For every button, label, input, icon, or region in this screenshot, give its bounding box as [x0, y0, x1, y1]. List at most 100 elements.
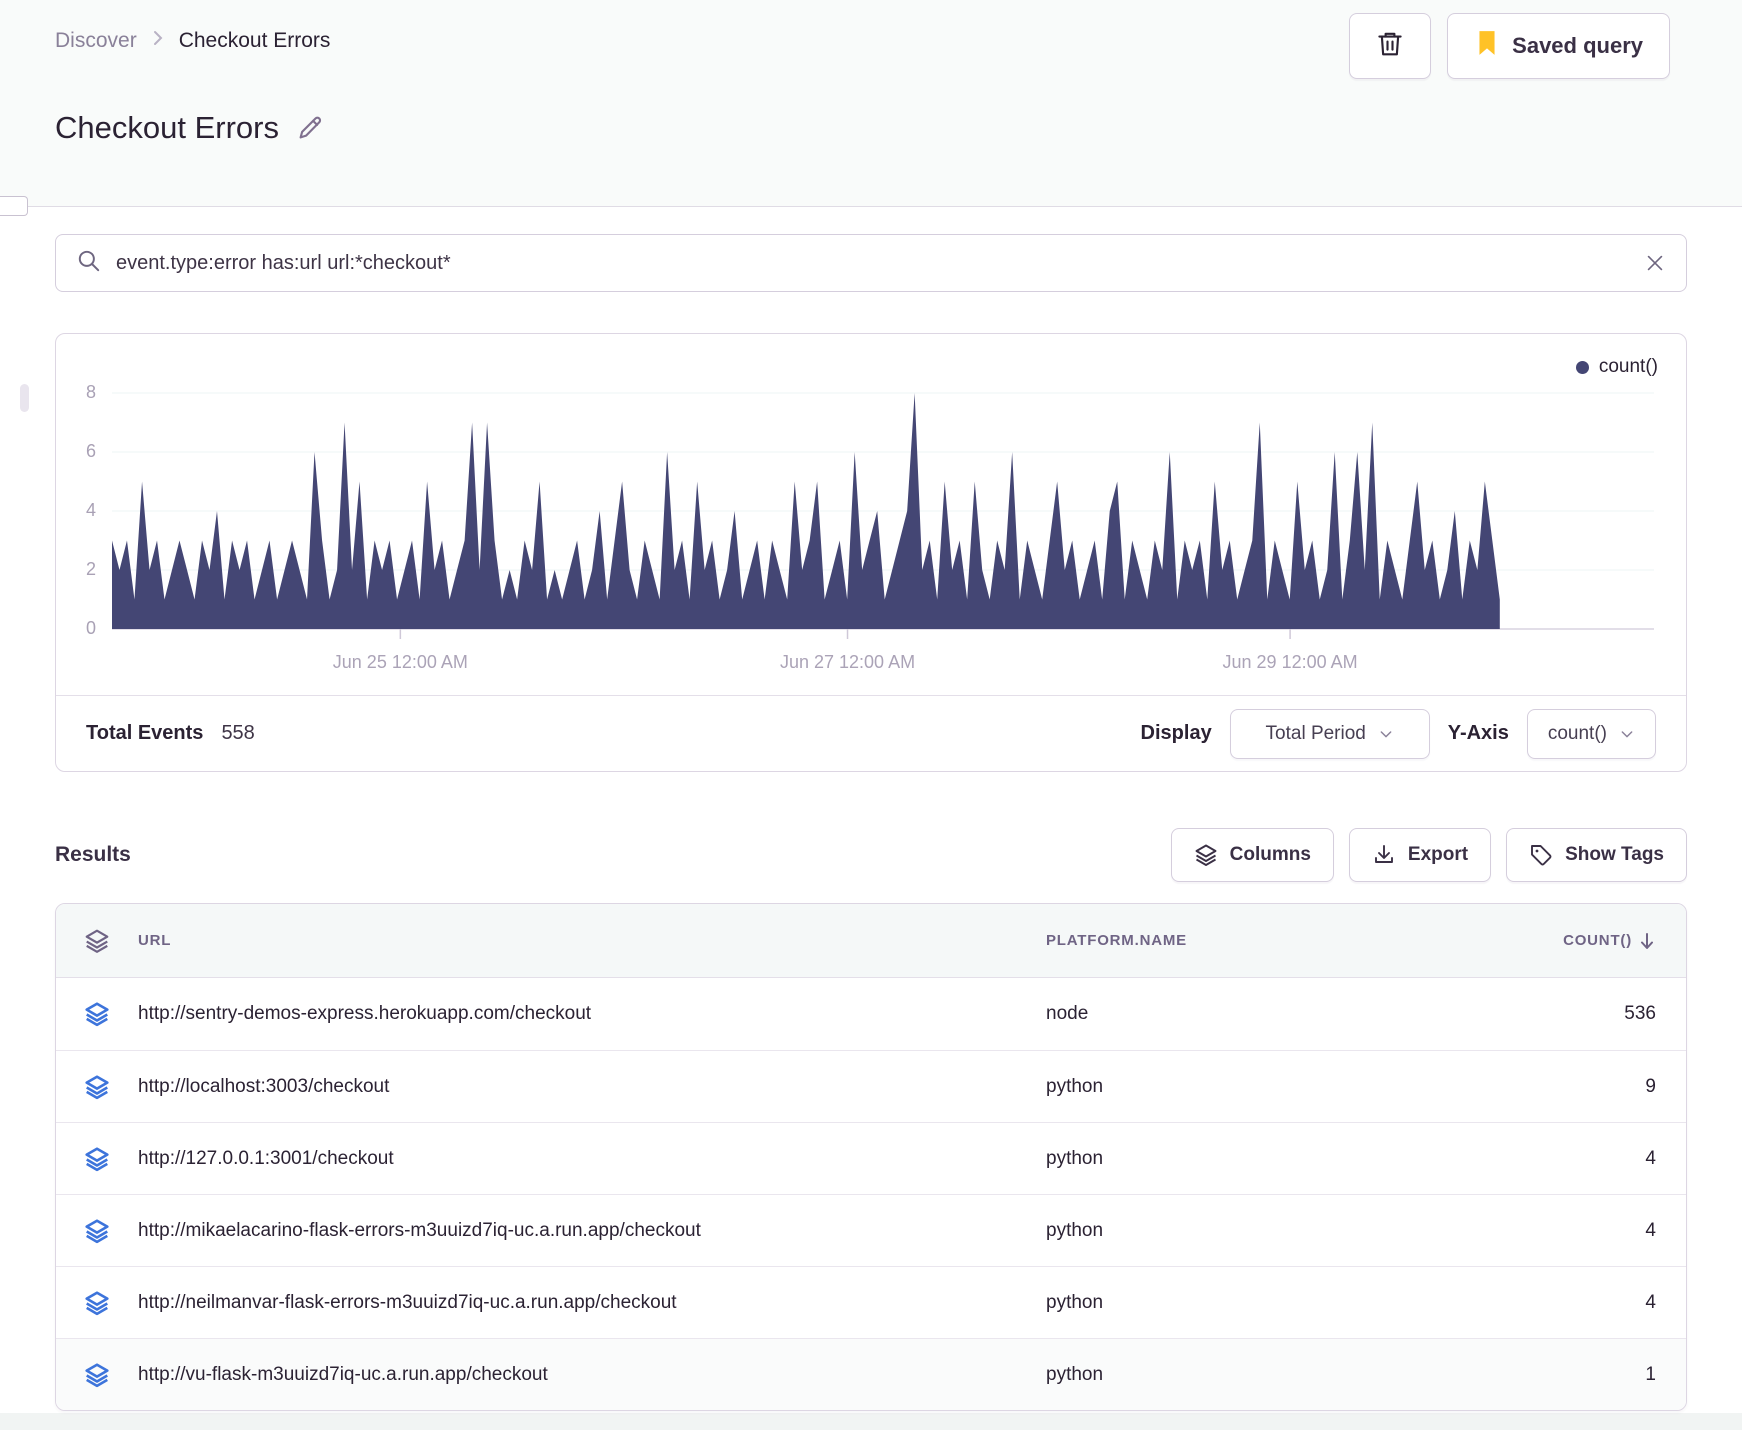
- download-icon: [1374, 845, 1393, 863]
- chart-legend[interactable]: count(): [1575, 356, 1658, 378]
- results-toolbar: Results Columns Export Show Tags: [55, 826, 1687, 884]
- row-count: 4: [1645, 1147, 1656, 1169]
- columns-label: Columns: [1229, 844, 1311, 865]
- sidebar-drag-pill: [20, 384, 29, 412]
- x-axis-tick-label: Jun 27 12:00 AM: [779, 652, 916, 672]
- row-url: http://127.0.0.1:3001/checkout: [138, 1147, 394, 1169]
- header-divider: [0, 206, 1742, 207]
- trash-icon: [1375, 29, 1405, 64]
- events-area-chart[interactable]: [112, 364, 1654, 649]
- total-events: Total Events 558: [86, 722, 255, 745]
- tag-icon: [1531, 845, 1552, 866]
- row-layers-icon[interactable]: [56, 1146, 138, 1172]
- table-header-row: URL PLATFORM.NAME COUNT(): [56, 904, 1686, 978]
- column-header-url[interactable]: URL: [138, 932, 172, 949]
- export-button[interactable]: Export: [1348, 828, 1492, 882]
- chevron-down-icon: [1621, 730, 1633, 737]
- header-layers-icon[interactable]: [56, 928, 138, 954]
- chart-controls: Display Total Period Y-Axis count(): [1140, 708, 1656, 759]
- page-bottom-background: [0, 1413, 1742, 1430]
- count-header-label: COUNT(): [1563, 932, 1632, 949]
- row-platform: python: [1046, 1363, 1104, 1385]
- panel-collapse-handle[interactable]: [0, 196, 28, 216]
- table-row: http://localhost:3003/checkout python 9: [56, 1050, 1686, 1122]
- search-icon: [76, 248, 102, 279]
- export-label: Export: [1407, 844, 1469, 865]
- table-row: http://vu-flask-m3uuizd7iq-uc.a.run.app/…: [56, 1338, 1686, 1410]
- edit-title-pencil-icon[interactable]: [295, 113, 325, 143]
- page-title-row: Checkout Errors: [55, 110, 325, 146]
- layers-icon: [1195, 844, 1217, 866]
- display-select-value: Total Period: [1265, 722, 1366, 744]
- results-actions: Columns Export Show Tags: [1170, 828, 1687, 882]
- results-table: URL PLATFORM.NAME COUNT() http://sentry-…: [55, 903, 1687, 1411]
- yaxis-select-value: count(): [1547, 722, 1607, 744]
- row-platform: node: [1046, 1003, 1089, 1024]
- row-url: http://neilmanvar-flask-errors-m3uuizd7i…: [138, 1291, 677, 1313]
- row-platform: python: [1046, 1147, 1104, 1169]
- search-bar[interactable]: [55, 234, 1687, 292]
- row-platform: python: [1046, 1219, 1104, 1241]
- y-axis-tick-label: 4: [85, 500, 96, 520]
- row-url: http://localhost:3003/checkout: [138, 1075, 390, 1097]
- table-row: http://neilmanvar-flask-errors-m3uuizd7i…: [56, 1266, 1686, 1338]
- saved-query-label: Saved query: [1512, 33, 1643, 58]
- breadcrumb-discover-link[interactable]: Discover: [55, 29, 137, 52]
- total-events-value: 558: [221, 722, 255, 744]
- legend-series-label: count(): [1598, 356, 1658, 377]
- legend-series-dot: [1575, 360, 1589, 374]
- x-axis-tick-label: Jun 29 12:00 AM: [1222, 652, 1358, 672]
- chart-plot-area[interactable]: [112, 364, 1654, 649]
- row-count: 4: [1645, 1291, 1656, 1313]
- row-count: 9: [1645, 1075, 1656, 1097]
- x-axis-tick-label: Jun 25 12:00 AM: [332, 652, 468, 672]
- chart-footer: Total Events 558 Display Total Period Y-…: [56, 695, 1686, 771]
- row-layers-icon[interactable]: [56, 1001, 138, 1027]
- show-tags-label: Show Tags: [1565, 844, 1664, 865]
- column-header-platform[interactable]: PLATFORM.NAME: [1046, 932, 1187, 949]
- row-platform: python: [1046, 1075, 1104, 1097]
- row-count: 1: [1645, 1363, 1656, 1385]
- events-chart-card: count() 0 2 4 6 8 Jun 25 12:00 AM Jun 27 12:0…: [55, 333, 1687, 772]
- row-count: 536: [1624, 1003, 1656, 1024]
- table-row: http://mikaelacarino-flask-errors-m3uuiz…: [56, 1194, 1686, 1266]
- y-axis-tick-label: 8: [85, 382, 96, 402]
- sort-descending-arrow-icon: [1641, 932, 1653, 949]
- table-row: http://sentry-demos-express.herokuapp.co…: [56, 978, 1686, 1050]
- y-axis-tick-label: 6: [85, 441, 96, 461]
- yaxis-label: Y-Axis: [1447, 722, 1509, 744]
- delete-query-button[interactable]: [1349, 13, 1432, 79]
- saved-query-button[interactable]: Saved query: [1447, 13, 1670, 79]
- row-url: http://mikaelacarino-flask-errors-m3uuiz…: [138, 1219, 701, 1241]
- clear-search-icon[interactable]: [1644, 252, 1666, 274]
- bookmark-icon: [1474, 29, 1500, 63]
- total-events-label: Total Events: [86, 722, 204, 744]
- results-heading: Results: [55, 843, 131, 866]
- row-layers-icon[interactable]: [56, 1218, 138, 1244]
- chevron-down-icon: [1380, 730, 1392, 737]
- row-layers-icon[interactable]: [56, 1290, 138, 1316]
- table-body: http://sentry-demos-express.herokuapp.co…: [56, 978, 1686, 1410]
- display-select[interactable]: Total Period: [1229, 708, 1430, 759]
- y-axis-tick-label: 0: [85, 618, 96, 638]
- show-tags-button[interactable]: Show Tags: [1506, 828, 1687, 882]
- row-url: http://vu-flask-m3uuizd7iq-uc.a.run.app/…: [138, 1363, 548, 1385]
- chart-x-axis-labels: Jun 25 12:00 AM Jun 27 12:00 AM Jun 29 12:…: [112, 652, 1654, 676]
- top-actions: Saved query: [1349, 13, 1670, 79]
- search-input[interactable]: [116, 251, 1630, 275]
- y-axis-tick-label: 2: [85, 559, 96, 579]
- page-title: Checkout Errors: [55, 110, 279, 145]
- breadcrumb: Discover Checkout Errors: [55, 28, 330, 54]
- breadcrumb-chevron-icon: [151, 28, 165, 54]
- row-platform: python: [1046, 1291, 1104, 1313]
- yaxis-select[interactable]: count(): [1526, 708, 1656, 759]
- display-label: Display: [1140, 722, 1212, 744]
- table-row: http://127.0.0.1:3001/checkout python 4: [56, 1122, 1686, 1194]
- column-header-count[interactable]: COUNT(): [1476, 931, 1686, 951]
- row-url: http://sentry-demos-express.herokuapp.co…: [138, 1003, 592, 1024]
- chart-y-axis-labels: 0 2 4 6 8: [56, 364, 102, 649]
- row-layers-icon[interactable]: [56, 1074, 138, 1100]
- row-layers-icon[interactable]: [56, 1362, 138, 1388]
- columns-button[interactable]: Columns: [1170, 828, 1334, 882]
- breadcrumb-current: Checkout Errors: [178, 29, 331, 52]
